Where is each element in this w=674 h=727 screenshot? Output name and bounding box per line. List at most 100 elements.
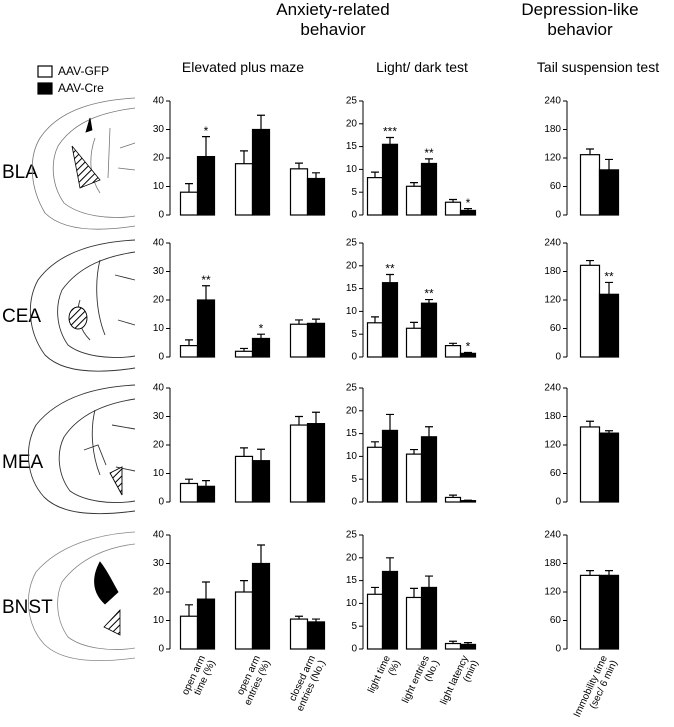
- bar: [181, 192, 198, 215]
- error-bar: [586, 261, 594, 266]
- error-bar: [202, 582, 210, 599]
- significance: **: [604, 270, 614, 284]
- bar: [308, 179, 325, 215]
- bar: [446, 644, 461, 649]
- error-bar: [185, 605, 193, 616]
- bar: [600, 294, 619, 357]
- bar: [253, 130, 270, 216]
- bar: [581, 155, 600, 215]
- y-tick-label: 5: [351, 329, 357, 340]
- bar: [581, 427, 600, 502]
- bar: [600, 575, 619, 649]
- bar: [291, 425, 308, 502]
- error-bar: [371, 317, 379, 323]
- y-tick-label: 30: [153, 124, 165, 135]
- bar: [581, 575, 600, 649]
- significance: **: [424, 146, 434, 160]
- error-bar: [312, 173, 320, 179]
- bar: [253, 461, 270, 502]
- y-tick-label: 240: [544, 238, 561, 249]
- y-tick-label: 20: [346, 552, 358, 563]
- y-tick-label: 180: [544, 266, 561, 277]
- y-tick-label: 0: [351, 352, 357, 363]
- y-tick-label: 5: [351, 621, 357, 632]
- y-tick-label: 120: [544, 587, 561, 598]
- bar: [422, 587, 437, 649]
- error-bar: [605, 159, 613, 169]
- error-bar: [371, 442, 379, 447]
- error-bar: [312, 319, 320, 323]
- bar: [407, 328, 422, 357]
- error-bar: [257, 545, 265, 564]
- bar: [422, 163, 437, 215]
- bar: [422, 437, 437, 502]
- bar: [198, 157, 215, 215]
- bar: [181, 483, 198, 502]
- bar: [383, 283, 398, 357]
- bar: [383, 144, 398, 215]
- bar: [236, 164, 253, 215]
- bar: [461, 501, 476, 502]
- bar: [198, 486, 215, 502]
- bar: [581, 265, 600, 357]
- bar: [236, 592, 253, 649]
- y-tick-label: 10: [346, 451, 358, 462]
- bar: [291, 324, 308, 357]
- error-bar: [240, 448, 248, 457]
- bar: [236, 456, 253, 502]
- bar: [368, 447, 383, 502]
- legend-label: AAV-Cre: [58, 81, 104, 95]
- significance: *: [259, 321, 264, 335]
- y-tick-label: 0: [555, 210, 561, 221]
- significance: ***: [383, 125, 397, 139]
- y-tick-label: 15: [346, 575, 358, 586]
- error-bar: [425, 427, 433, 437]
- bar: [446, 202, 461, 215]
- y-tick-label: 25: [346, 530, 358, 541]
- legend-swatch: [38, 66, 52, 77]
- significance: *: [466, 196, 471, 210]
- y-tick-label: 10: [153, 468, 165, 479]
- error-bar: [371, 587, 379, 594]
- y-tick-label: 180: [544, 558, 561, 569]
- bar: [308, 622, 325, 649]
- y-tick-label: 40: [153, 96, 165, 107]
- error-bar: [410, 450, 418, 455]
- legend-swatch: [38, 83, 52, 94]
- bar: [407, 597, 422, 649]
- y-tick-label: 40: [153, 238, 165, 249]
- y-tick-label: 30: [153, 266, 165, 277]
- bar: [383, 430, 398, 502]
- bar: [407, 186, 422, 215]
- y-tick-label: 15: [346, 141, 358, 152]
- error-bar: [605, 282, 613, 294]
- error-bar: [371, 172, 379, 177]
- y-tick-label: 30: [153, 558, 165, 569]
- bar: [383, 571, 398, 649]
- error-bar: [386, 414, 394, 430]
- y-tick-label: 10: [153, 323, 165, 334]
- brain-section: [28, 385, 135, 514]
- error-bar: [295, 417, 303, 426]
- error-bar: [295, 320, 303, 324]
- y-tick-label: 180: [544, 124, 561, 135]
- y-tick-label: 20: [346, 260, 358, 271]
- bar: [446, 497, 461, 502]
- error-bar: [257, 115, 265, 129]
- bar: [181, 346, 198, 357]
- bar: [291, 169, 308, 215]
- brain-section: [32, 98, 135, 229]
- y-tick-label: 0: [158, 644, 164, 655]
- error-bar: [185, 184, 193, 193]
- bar: [291, 619, 308, 649]
- error-bar: [202, 137, 210, 157]
- bar: [600, 433, 619, 502]
- error-bar: [586, 571, 594, 576]
- y-tick-label: 20: [153, 440, 165, 451]
- error-bar: [185, 340, 193, 346]
- error-bar: [185, 479, 193, 483]
- brain-section: [28, 532, 135, 661]
- y-tick-label: 20: [153, 295, 165, 306]
